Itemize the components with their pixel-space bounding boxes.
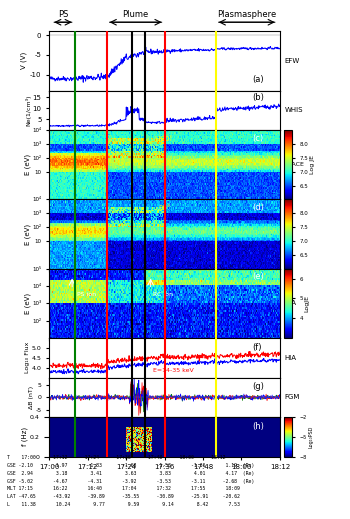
Text: L    11.38       10.24        9.77        9.59        9.14        8.42       7.5: L 11.38 10.24 9.77 9.59 9.14 8.42 7.5: [7, 502, 240, 507]
Text: MLT 17:15       16:22       16:40       17:04       17:32       17:55       18:0: MLT 17:15 16:22 16:40 17:04 17:32 17:55 …: [7, 486, 240, 491]
Text: GSE -2.10       -1.97       -1.83       -1.68       -1.53       -1.36       1.19: GSE -2.10 -1.97 -1.83 -1.68 -1.53 -1.36 …: [7, 463, 254, 468]
Text: (g): (g): [252, 383, 264, 391]
Text: HIA: HIA: [285, 355, 296, 361]
Text: (b): (b): [252, 93, 264, 102]
Y-axis label: E (eV): E (eV): [24, 293, 31, 314]
Text: E=14-35 keV: E=14-35 keV: [153, 367, 194, 373]
Y-axis label: Log₁₀PSD: Log₁₀PSD: [309, 426, 314, 448]
Text: (f): (f): [252, 343, 262, 352]
Text: Plasmasphere: Plasmasphere: [217, 10, 276, 19]
Text: GSE  2.94        3.18        3.41        3.63        3.83        4.01       4.17: GSE 2.94 3.18 3.41 3.63 3.83 4.01 4.17: [7, 471, 254, 476]
Text: RC ion: RC ion: [153, 292, 173, 297]
Text: 180°: 180°: [156, 135, 173, 142]
Y-axis label: E (eV): E (eV): [24, 154, 31, 175]
Text: PEACE: PEACE: [285, 162, 304, 167]
Text: 90°: 90°: [158, 205, 171, 211]
Text: (e): (e): [252, 272, 264, 281]
Text: WHIS: WHIS: [285, 107, 303, 113]
Y-axis label: f (Hz): f (Hz): [21, 427, 28, 446]
Text: (a): (a): [252, 75, 264, 84]
Text: PS: PS: [58, 10, 68, 19]
Y-axis label: Ne(1/cm³): Ne(1/cm³): [25, 94, 31, 126]
Y-axis label: E (eV): E (eV): [24, 224, 31, 244]
Y-axis label: Log₁₀ Flux: Log₁₀ Flux: [25, 342, 30, 374]
Text: T    17:00      17:12      17:24      17:36      17:48      18:00      18:12: T 17:00 17:12 17:24 17:36 17:48 18:00 18…: [7, 455, 225, 460]
Text: EFW: EFW: [285, 58, 300, 64]
Text: PS ion: PS ion: [77, 292, 96, 297]
Y-axis label: Log JE: Log JE: [310, 155, 315, 174]
Text: HIA: HIA: [285, 301, 296, 306]
Text: (h): (h): [252, 422, 264, 431]
Y-axis label: ΔB (nT): ΔB (nT): [29, 386, 34, 409]
Text: Plume: Plume: [122, 10, 149, 19]
Y-axis label: LogJE: LogJE: [305, 295, 310, 312]
Text: LAT -47.65      -43.92      -39.89      -35.55      -30.89      -25.91     -20.6: LAT -47.65 -43.92 -39.89 -35.55 -30.89 -…: [7, 494, 240, 499]
Text: GSF -5.02       -4.67       -4.31       -3.92       -3.53       -3.11      -2.68: GSF -5.02 -4.67 -4.31 -3.92 -3.53 -3.11 …: [7, 479, 254, 484]
Y-axis label: V (V): V (V): [21, 52, 27, 70]
Text: FGM: FGM: [285, 394, 300, 400]
Text: (c): (c): [252, 133, 264, 143]
Text: (d): (d): [252, 203, 264, 212]
